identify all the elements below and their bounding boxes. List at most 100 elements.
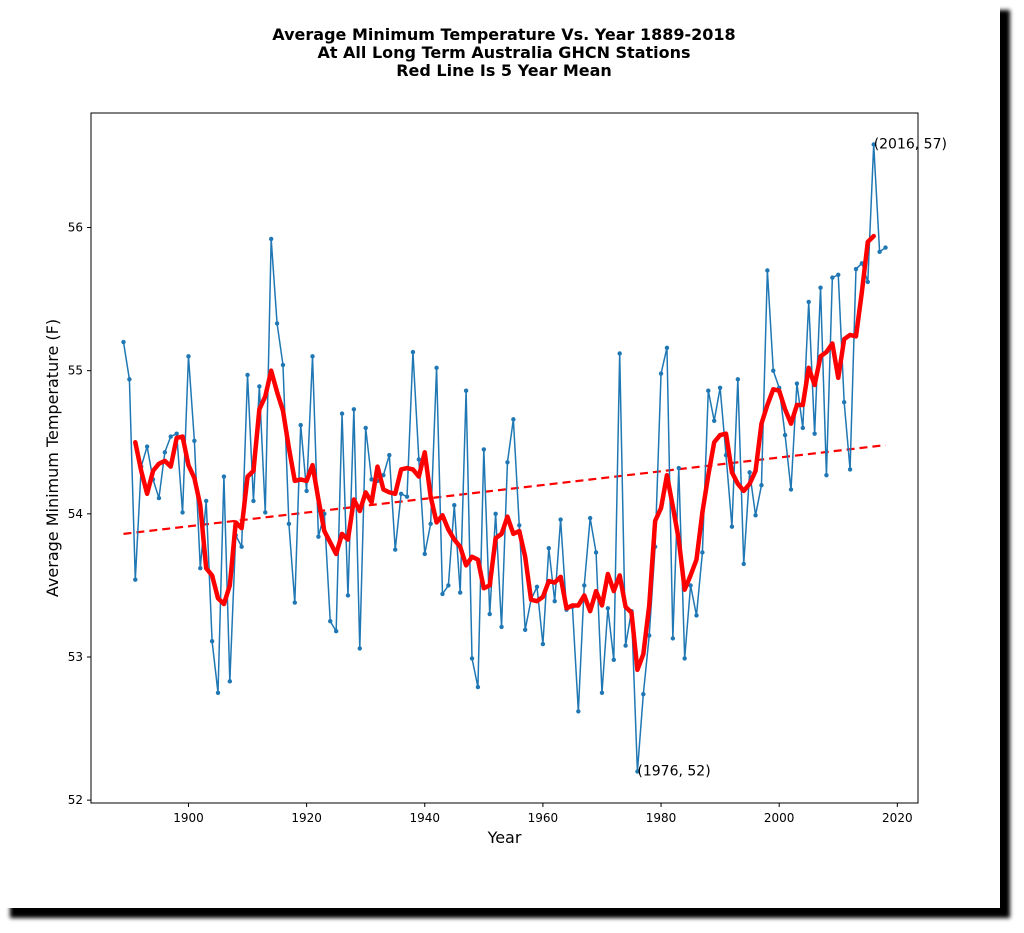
- chart-title: Average Minimum Temperature Vs. Year 188…: [90, 26, 918, 80]
- annual-data-point: [847, 467, 853, 472]
- annual-data-point: [599, 690, 605, 695]
- annual-data-point: [339, 411, 345, 416]
- annual-data-point: [647, 633, 652, 638]
- annual-series-line: [122, 143, 886, 773]
- y-tick-label: 53: [68, 650, 83, 664]
- annual-data-point: [546, 545, 552, 551]
- x-tick-label: 2020: [882, 811, 913, 825]
- annual-data-point: [121, 339, 126, 345]
- annual-data-point: [836, 272, 841, 277]
- annual-data-point: [292, 600, 297, 605]
- annual-data-point: [522, 627, 528, 632]
- annual-data-point: [481, 447, 487, 452]
- annual-data-point: [304, 488, 309, 494]
- x-tick-label: 2000: [764, 811, 795, 825]
- annual-data-point: [552, 598, 557, 604]
- chart-title-line-1: Average Minimum Temperature Vs. Year 188…: [272, 25, 736, 44]
- annual-data-point: [251, 498, 256, 504]
- annual-data-point: [759, 482, 764, 488]
- annual-data-point: [316, 534, 321, 539]
- annual-data-point: [487, 611, 492, 617]
- annual-data-point: [806, 299, 811, 305]
- annual-data-point: [617, 351, 622, 356]
- annual-data-point: [694, 613, 699, 618]
- y-axis-ticks: 52 53 54 55 56: [68, 221, 91, 807]
- annual-data-point: [771, 368, 776, 373]
- annual-data-point: [475, 684, 481, 690]
- annual-data-point: [457, 590, 463, 595]
- five-year-mean-line: [133, 233, 876, 673]
- annual-data-point: [883, 245, 888, 250]
- annual-data-point: [440, 591, 445, 597]
- annual-data-point: [387, 452, 392, 458]
- annual-data-point: [310, 354, 315, 359]
- annual-data-point: [534, 584, 540, 590]
- annual-data-point: [865, 279, 870, 285]
- annual-data-point: [729, 524, 735, 529]
- annual-data-point: [812, 431, 817, 436]
- annual-data-point: [398, 491, 404, 496]
- x-axis-ticks: 1900 1920 1940 1960 1980 2000 2020: [173, 803, 913, 825]
- annual-data-point: [499, 624, 504, 630]
- annual-data-point: [162, 450, 168, 455]
- annual-data-point: [274, 321, 280, 326]
- annual-data-point: [263, 510, 268, 515]
- data-annotation: (2016, 57): [874, 136, 947, 152]
- annotation-layer: (2016, 57) (1976, 52): [637, 136, 947, 779]
- annual-data-point: [706, 388, 711, 393]
- annual-data-point: [635, 769, 640, 774]
- data-annotation: (1976, 52): [637, 764, 710, 780]
- annual-data-point: [198, 566, 203, 571]
- annual-data-point: [463, 388, 469, 393]
- annual-data-point: [469, 656, 475, 661]
- annual-data-point: [670, 636, 676, 641]
- annual-data-point: [133, 577, 138, 582]
- annual-data-point: [345, 593, 351, 598]
- annual-data-point: [712, 418, 717, 423]
- annual-data-point: [800, 425, 806, 431]
- annual-data-point: [576, 709, 581, 714]
- annual-data-point: [286, 521, 292, 527]
- annual-data-point: [747, 470, 752, 475]
- annual-data-point: [517, 523, 522, 528]
- x-tick-label: 1980: [646, 811, 677, 825]
- annual-data-point: [664, 345, 670, 350]
- annual-data-point: [393, 547, 398, 552]
- annual-data-point: [245, 372, 250, 378]
- annual-data-point: [257, 384, 262, 389]
- plot-area: [90, 112, 919, 804]
- annual-data-point: [144, 444, 150, 449]
- annual-data-point: [558, 517, 563, 522]
- y-tick-label: 54: [68, 507, 83, 521]
- annual-data-point: [877, 249, 882, 255]
- annual-data-point: [446, 583, 451, 588]
- annual-data-point: [511, 417, 516, 422]
- annual-data-point: [127, 377, 132, 382]
- annual-data-point: [540, 641, 546, 647]
- annual-data-point: [582, 583, 587, 588]
- annual-data-point: [682, 656, 687, 661]
- y-tick-label: 52: [68, 793, 83, 807]
- annual-data-point: [830, 275, 835, 280]
- annual-data-point: [587, 515, 593, 521]
- annual-data-point: [794, 381, 800, 386]
- annual-data-point: [753, 513, 758, 518]
- annual-data-point: [788, 487, 794, 492]
- annual-data-point: [180, 510, 185, 515]
- temperature-chart: 1900 1920 1940 1960 1980 2000 2020 5253545556 …: [43, 112, 947, 847]
- annual-data-point: [209, 639, 215, 644]
- annual-data-point: [434, 365, 439, 371]
- annual-data-point: [357, 646, 362, 651]
- y-tick-label: 55: [68, 364, 83, 378]
- annual-data-point: [168, 434, 173, 439]
- annual-data-point: [280, 362, 286, 368]
- annual-data-point: [203, 498, 209, 504]
- annual-data-point: [369, 477, 374, 482]
- annual-data-point: [505, 460, 510, 465]
- annual-data-point: [853, 266, 859, 272]
- annual-data-point: [268, 236, 274, 242]
- x-axis-label: Year: [487, 828, 522, 847]
- annual-data-point: [239, 544, 244, 549]
- annual-data-point: [623, 643, 628, 648]
- y-axis-label: Average Minimum Temperature (F): [43, 319, 62, 597]
